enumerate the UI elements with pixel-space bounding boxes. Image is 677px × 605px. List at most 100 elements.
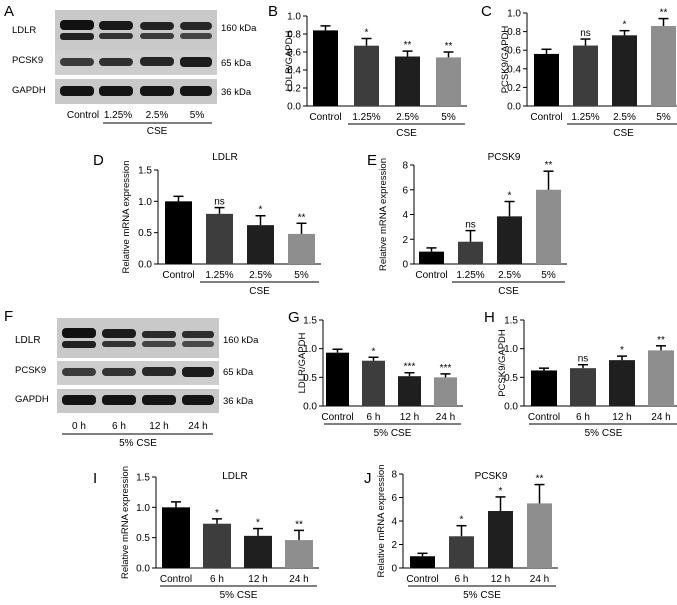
bar	[313, 30, 338, 106]
y-tick-label: 0.4	[287, 66, 301, 77]
category-label: 6 h	[576, 412, 590, 423]
y-tick-label: 1.0	[136, 503, 150, 514]
significance-label: **	[545, 160, 553, 171]
significance-label: **	[445, 41, 453, 52]
category-label: 2.5%	[249, 270, 272, 281]
y-tick-label: 0.4	[507, 64, 521, 75]
bar	[326, 352, 349, 406]
y-tick-label: 0	[402, 260, 408, 271]
bar	[398, 376, 421, 406]
y-tick-label: 0	[391, 564, 397, 575]
y-axis-label: LDLR/GAPDH	[297, 333, 308, 394]
y-tick-label: 2	[391, 540, 397, 551]
kda-gapdh: 36 kDa	[223, 396, 254, 407]
category-label: 12 h	[491, 574, 510, 585]
lane-label: 5%	[190, 110, 205, 121]
category-label: 1.25%	[205, 270, 233, 281]
significance-label: ns	[214, 197, 225, 208]
category-label: 5%	[294, 270, 309, 281]
lane-label: 2.5%	[146, 110, 169, 121]
category-label: 24 h	[530, 574, 549, 585]
bar	[436, 57, 461, 106]
chart-b: B 0.0 0.2 0.4 0.6 0.8 1.0 LDLR/GAPDH Control * 1.2…	[268, 3, 467, 139]
y-tick-label: 0.8	[287, 30, 301, 41]
bar	[570, 368, 596, 406]
y-tick-label: 0.0	[138, 260, 152, 271]
y-axis-label: Relative mRNA expression	[120, 466, 131, 579]
significance-label: ***	[404, 362, 416, 373]
y-tick-label: 0.5	[504, 373, 518, 384]
significance-label: ns	[580, 28, 591, 39]
bar	[573, 45, 598, 106]
bar	[497, 216, 522, 264]
bar	[162, 507, 190, 568]
significance-label: *	[508, 191, 512, 202]
category-label: Control	[160, 574, 192, 585]
chart-title: PCSK9	[475, 471, 508, 482]
category-label: 5%	[541, 270, 556, 281]
blot-label-gapdh: GAPDH	[15, 394, 49, 405]
panel-label-i: I	[93, 470, 97, 487]
category-label: 12 h	[612, 412, 631, 423]
western-blot-panel-f: F LDLR PCSK9 GAPDH 160 kDa 65 kDa 36 kDa…	[4, 308, 259, 449]
x-axis-label: CSE	[249, 286, 270, 297]
significance-label: **	[295, 519, 303, 530]
y-tick-label: 0.5	[136, 533, 150, 544]
lane-label: Control	[67, 110, 99, 121]
kda-pcsk9: 65 kDa	[223, 367, 254, 378]
category-label: 5%	[441, 112, 456, 123]
group-label: CSE	[147, 126, 168, 137]
y-axis-label: LDLR/GAPDH	[284, 31, 295, 92]
blot-label-pcsk9: PCSK9	[15, 365, 46, 376]
x-axis-label: CSE	[613, 128, 634, 139]
kda-pcsk9: 65 kDa	[221, 58, 252, 69]
bands-gapdh	[62, 395, 214, 405]
significance-label: **	[657, 335, 665, 346]
y-axis-label: PCSK9/GAPDH	[497, 329, 508, 397]
significance-label: **	[660, 8, 668, 19]
bar	[434, 377, 457, 406]
y-axis-label: Relative mRNA expression	[376, 465, 387, 578]
category-label: Control	[321, 412, 353, 423]
bands-pcsk9	[60, 57, 212, 67]
kda-ldlr: 160 kDa	[223, 335, 259, 346]
y-tick-label: 1.5	[504, 316, 518, 327]
bar	[531, 370, 557, 406]
significance-label: *	[215, 508, 219, 519]
y-tick-label: 1.5	[138, 166, 152, 177]
category-label: Control	[162, 270, 194, 281]
bar	[206, 213, 233, 264]
bands-gapdh	[60, 86, 212, 96]
bar	[285, 540, 313, 568]
x-axis-label: 5% CSE	[374, 428, 412, 439]
category-label: 12 h	[400, 412, 419, 423]
category-label: 6 h	[455, 574, 469, 585]
blot-label-ldlr: LDLR	[15, 335, 41, 346]
lane-label: 12 h	[149, 421, 168, 432]
panel-label-f: F	[4, 308, 13, 325]
lane-label: 0 h	[72, 421, 86, 432]
category-label: 24 h	[651, 412, 670, 423]
x-axis-label: CSE	[396, 128, 417, 139]
category-label: Control	[528, 412, 560, 423]
blot-label-ldlr: LDLR	[12, 25, 36, 36]
chart-j: J PCSK9 0 2 4 6 8 Relative mRNA expression Contr…	[364, 465, 558, 601]
category-label: Control	[530, 112, 562, 123]
category-label: 1.25%	[352, 112, 380, 123]
panel-label-e: E	[367, 152, 377, 169]
y-tick-label: 1.0	[303, 344, 317, 355]
lane-label: 24 h	[188, 421, 207, 432]
bands-ldlr	[62, 328, 214, 348]
kda-gapdh: 36 kDa	[221, 87, 252, 98]
chart-e: E PCSK9 0 2 4 6 8 Relative mRNA expression Contr…	[367, 152, 567, 297]
y-tick-label: 0.0	[303, 402, 317, 413]
bar	[612, 35, 637, 106]
kda-ldlr: 160 kDa	[221, 23, 257, 34]
y-tick-label: 1.0	[287, 12, 301, 23]
x-axis-label: 5% CSE	[585, 428, 623, 439]
panel-label-a: A	[4, 3, 14, 20]
chart-i: I LDLR 0.0 0.5 1.0 1.5 Relative mRNA expressio…	[93, 466, 319, 601]
bar	[527, 503, 552, 568]
x-axis-label: CSE	[498, 286, 519, 297]
bar	[419, 251, 444, 264]
